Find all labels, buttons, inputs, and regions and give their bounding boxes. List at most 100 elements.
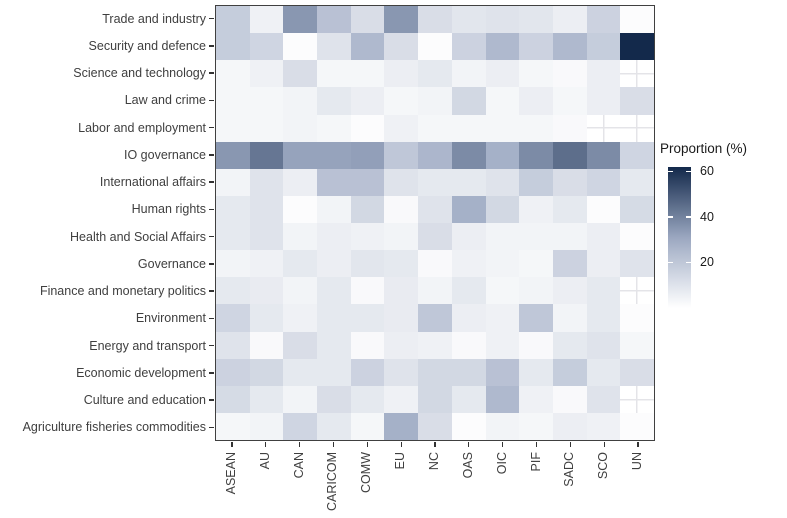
heatmap-cell — [451, 168, 486, 196]
x-axis-tick — [400, 442, 402, 447]
heatmap-cell — [317, 412, 351, 440]
heatmap-cell — [620, 168, 654, 196]
heatmap-cell — [418, 141, 452, 169]
heatmap-cell — [249, 412, 284, 440]
heatmap-cell — [485, 223, 520, 251]
heatmap-cell — [418, 195, 452, 223]
heatmap-cell — [485, 250, 520, 278]
y-axis-tick — [209, 263, 214, 265]
heatmap-cell — [249, 6, 284, 34]
heatmap-cell — [519, 385, 553, 413]
heatmap-cell — [519, 87, 553, 115]
heatmap-cell — [620, 141, 654, 169]
y-axis-tick — [209, 344, 214, 347]
heatmap-cell — [249, 87, 284, 115]
heatmap-cell — [552, 277, 587, 305]
x-axis-tick — [332, 442, 335, 447]
heatmap-cell — [586, 87, 621, 115]
y-axis-tick — [209, 154, 214, 156]
y-axis-tick — [209, 126, 214, 129]
heatmap-cell — [552, 114, 587, 142]
y-axis-tick — [209, 45, 214, 47]
heatmap-cell — [216, 304, 250, 332]
heatmap-cell — [586, 358, 621, 386]
heatmap-cell — [451, 277, 486, 305]
legend-tick-mark — [668, 170, 673, 173]
heatmap-cell — [620, 358, 654, 386]
heatmap-cell — [317, 114, 351, 142]
heatmap-cell — [317, 195, 351, 223]
heatmap-cell — [451, 412, 486, 440]
heatmap-cell — [216, 87, 250, 115]
y-axis-tick — [209, 426, 214, 429]
x-axis-label: SCO — [596, 452, 611, 480]
heatmap-cell — [485, 141, 520, 169]
heatmap-cell — [317, 33, 351, 61]
heatmap-cell — [317, 250, 351, 278]
heatmap-cell — [418, 385, 452, 413]
heatmap-cell — [216, 168, 250, 196]
heatmap-cell — [586, 33, 621, 61]
heatmap-cell — [317, 358, 351, 386]
y-axis-label: Science and technology — [73, 66, 206, 81]
heatmap-cell — [384, 304, 419, 332]
y-axis-label: International affairs — [99, 175, 206, 190]
y-axis-tick — [209, 235, 214, 238]
heatmap-cell — [552, 195, 587, 223]
heatmap-cell — [451, 331, 486, 359]
heatmap-cell — [620, 6, 654, 34]
heatmap-cell — [317, 331, 351, 359]
heatmap-cell — [350, 412, 385, 440]
heatmap-cell — [418, 412, 452, 440]
y-axis-label: Culture and education — [83, 393, 206, 408]
heatmap-cell — [451, 33, 486, 61]
heatmap-cell — [519, 168, 553, 196]
heatmap-cell — [552, 141, 587, 169]
heatmap-cell — [418, 114, 452, 142]
heatmap-cell — [350, 358, 385, 386]
heatmap-cell — [519, 60, 553, 88]
heatmap-cell — [620, 412, 654, 440]
x-axis-label: SADC — [562, 452, 577, 487]
y-axis-label: Security and defence — [88, 38, 206, 53]
heatmap-cell — [418, 223, 452, 251]
x-axis-label: OAS — [460, 452, 475, 479]
heatmap-cell — [485, 304, 520, 332]
heatmap-cell — [418, 304, 452, 332]
heatmap-cell — [283, 141, 318, 169]
x-axis-label: CARICOM — [325, 452, 340, 512]
legend-tick-label: 20 — [700, 255, 714, 270]
heatmap-cell — [249, 114, 284, 142]
heatmap-cell — [552, 33, 587, 61]
heatmap-cell — [586, 277, 621, 305]
heatmap-cell — [283, 358, 318, 386]
heatmap-cell — [418, 33, 452, 61]
y-axis-tick — [209, 317, 214, 320]
heatmap-cell — [283, 412, 318, 440]
heatmap-cell — [249, 195, 284, 223]
x-axis-label: AU — [257, 452, 272, 470]
heatmap-cell — [620, 33, 654, 61]
x-axis-tick — [366, 442, 368, 447]
heatmap-cell — [216, 195, 250, 223]
heatmap-cell — [418, 331, 452, 359]
heatmap-cell — [317, 277, 351, 305]
heatmap-cell — [552, 60, 587, 88]
heatmap-cell — [620, 331, 654, 359]
heatmap-cell — [451, 114, 486, 142]
heatmap-cell — [249, 33, 284, 61]
legend-title: Proportion (%) — [660, 141, 748, 156]
x-axis-tick — [231, 442, 233, 447]
heatmap-cell — [216, 331, 250, 359]
heatmap-cell-na — [620, 114, 654, 142]
heatmap-cell — [384, 385, 419, 413]
heatmap-cell — [350, 385, 385, 413]
heatmap-cell — [249, 385, 284, 413]
heatmap-cell — [283, 33, 318, 61]
legend-tick-label: 60 — [700, 164, 714, 179]
heatmap-cell — [620, 250, 654, 278]
heatmap-cell — [283, 195, 318, 223]
y-axis-label: Governance — [137, 256, 206, 271]
heatmap-cell — [485, 277, 520, 305]
heatmap-cell — [249, 168, 284, 196]
